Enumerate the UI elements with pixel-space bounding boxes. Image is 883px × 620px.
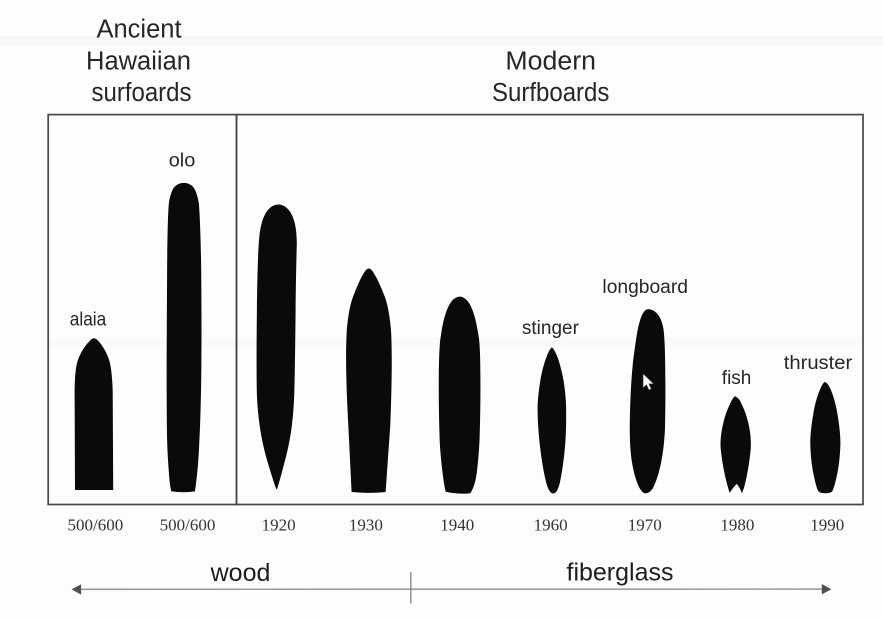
svg-text:1930: 1930: [349, 516, 383, 535]
svg-text:500/600: 500/600: [68, 516, 124, 535]
svg-text:500/600: 500/600: [160, 516, 216, 535]
svg-text:Hawaiian: Hawaiian: [86, 47, 191, 75]
svg-text:alaia: alaia: [70, 310, 107, 331]
svg-text:surfoards: surfoards: [92, 79, 192, 107]
svg-text:Modern: Modern: [505, 47, 596, 75]
svg-text:fiberglass: fiberglass: [567, 559, 674, 587]
svg-text:Surfboards: Surfboards: [492, 79, 610, 107]
svg-text:thruster: thruster: [784, 353, 853, 374]
svg-text:fish: fish: [722, 368, 752, 389]
svg-text:1940: 1940: [440, 516, 474, 535]
svg-text:wood: wood: [210, 559, 271, 587]
svg-text:longboard: longboard: [602, 277, 688, 298]
svg-text:1920: 1920: [262, 516, 296, 535]
svg-text:1970: 1970: [628, 516, 662, 535]
svg-text:Ancient: Ancient: [96, 16, 181, 44]
svg-text:1980: 1980: [720, 516, 754, 535]
svg-text:stinger: stinger: [522, 318, 580, 339]
svg-text:1960: 1960: [534, 516, 568, 535]
svg-text:olo: olo: [169, 151, 196, 172]
svg-text:1990: 1990: [810, 516, 844, 535]
